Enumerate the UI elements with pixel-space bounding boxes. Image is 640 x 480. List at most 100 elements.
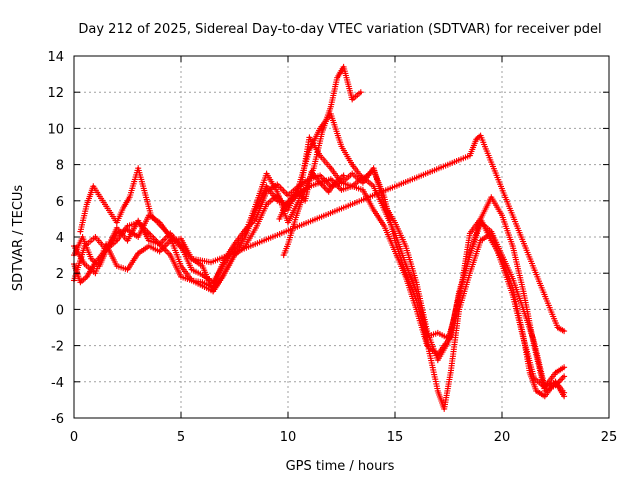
data-point <box>425 340 429 344</box>
data-point <box>562 375 566 378</box>
data-point <box>92 185 95 188</box>
data-point <box>81 235 84 239</box>
data-point <box>340 188 343 192</box>
data-point <box>535 389 538 393</box>
data-point <box>85 203 89 206</box>
data-point <box>543 395 546 398</box>
data-point <box>115 226 119 230</box>
data-point <box>128 195 131 199</box>
data-point <box>318 174 322 177</box>
data-point <box>286 221 290 224</box>
data-point <box>291 195 294 199</box>
data-point <box>351 185 354 188</box>
data-point <box>415 299 418 302</box>
data-point <box>475 138 478 141</box>
data-point <box>122 206 125 210</box>
data-point <box>372 168 375 172</box>
data-point <box>115 221 119 224</box>
data-point <box>126 228 129 231</box>
data-point <box>137 235 140 239</box>
x-tick-label: 10 <box>280 430 297 445</box>
data-point <box>500 214 504 217</box>
data-point <box>329 177 332 181</box>
x-tick-label: 5 <box>177 430 185 445</box>
data-point <box>490 232 493 235</box>
data-point <box>383 224 386 228</box>
series-track-7 <box>276 168 347 222</box>
data-point <box>137 167 140 170</box>
series-track-2 <box>71 134 568 394</box>
axis-ticks: 0 5 10 15 20 25 -6 -4 -2 0 2 4 6 8 10 12 14 <box>47 50 617 445</box>
y-tick-label: -6 <box>51 412 64 427</box>
data-point <box>83 244 86 248</box>
data-point <box>404 244 407 248</box>
data-point <box>308 148 311 152</box>
data-point <box>479 239 482 242</box>
data-point <box>511 244 514 248</box>
data-point <box>522 290 525 293</box>
data-point <box>276 194 279 197</box>
data-point <box>532 376 536 380</box>
data-point <box>282 253 285 257</box>
data-point <box>209 261 213 264</box>
x-tick-label: 25 <box>601 430 618 445</box>
data-point <box>333 181 337 184</box>
data-point <box>468 232 472 235</box>
data-point <box>443 407 446 411</box>
data-point <box>522 308 525 311</box>
data-point <box>147 232 151 235</box>
data-point <box>254 217 258 221</box>
data-point <box>158 250 161 253</box>
data-point <box>233 243 236 246</box>
data-point <box>329 105 332 108</box>
data-point <box>265 190 268 193</box>
data-point <box>286 208 290 212</box>
y-tick-label: -4 <box>51 376 64 391</box>
data-point <box>361 188 365 192</box>
data-point <box>297 190 300 193</box>
data-point <box>115 232 119 235</box>
data-point <box>511 293 514 297</box>
series-track-1 <box>71 176 568 400</box>
data-point <box>278 217 281 221</box>
data-point <box>126 268 129 271</box>
data-point <box>327 190 330 193</box>
data-point <box>372 208 375 212</box>
y-tick-label: 2 <box>56 267 64 282</box>
data-point <box>303 199 307 202</box>
data-point <box>201 284 204 288</box>
x-tick-label: 20 <box>494 430 511 445</box>
data-point <box>436 389 439 393</box>
data-point <box>94 235 97 239</box>
data-point <box>276 190 279 193</box>
data-point <box>147 244 151 248</box>
y-tick-label: 0 <box>56 303 64 318</box>
data-point <box>137 219 140 222</box>
data-point <box>115 264 119 268</box>
x-axis-label: GPS time / hours <box>286 459 395 474</box>
data-point <box>147 239 151 242</box>
data-point <box>393 221 397 224</box>
data-point <box>436 331 439 335</box>
data-point <box>286 194 290 197</box>
data-point <box>556 326 559 329</box>
data-point <box>321 130 324 134</box>
data-point <box>340 181 343 184</box>
data-point <box>179 275 183 279</box>
data-point <box>222 272 225 275</box>
data-point <box>190 257 193 260</box>
data-point <box>532 340 536 344</box>
data-point <box>383 195 386 199</box>
data-point <box>468 253 472 257</box>
data-point <box>79 230 82 233</box>
data-point <box>265 185 268 188</box>
chart-title: Day 212 of 2025, Sidereal Day-to-day VTE… <box>78 22 601 37</box>
data-point <box>554 371 557 374</box>
data-point <box>351 172 354 175</box>
data-point <box>479 217 482 221</box>
data-point <box>340 145 343 148</box>
data-point <box>83 262 86 266</box>
data-point <box>85 275 89 279</box>
series-markers <box>71 134 568 394</box>
data-point <box>201 281 204 284</box>
